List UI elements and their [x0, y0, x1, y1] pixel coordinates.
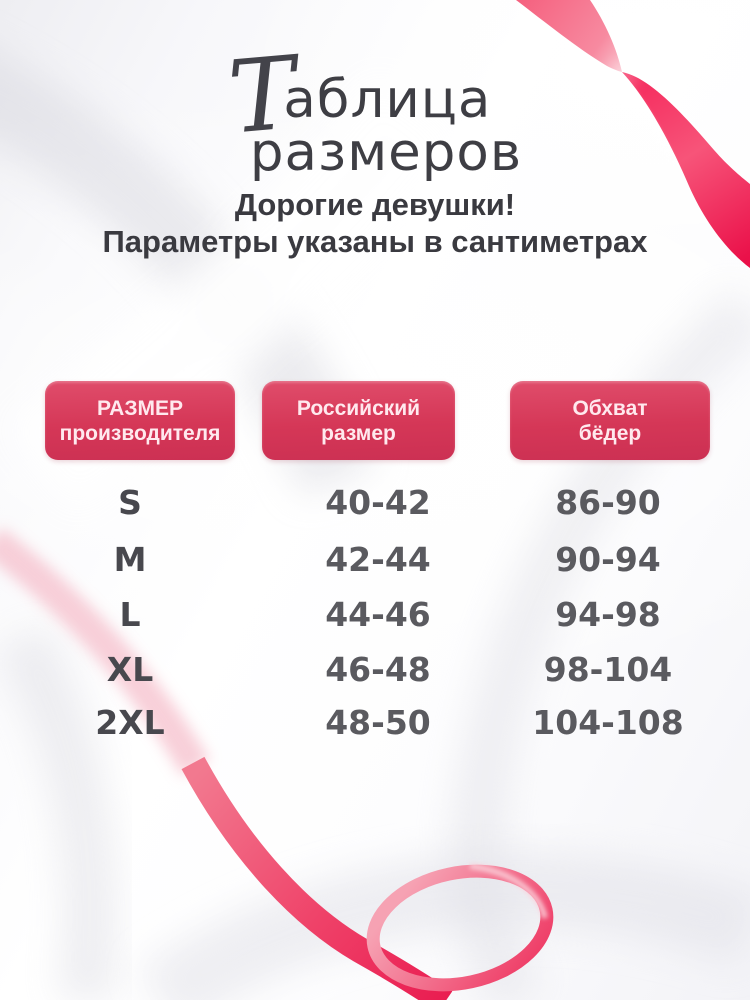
size-cell-manufacturer: 2XL [95, 703, 165, 742]
size-cell-hips: 104-108 [532, 703, 684, 742]
table-row-s: S 40-42 86-90 [0, 475, 750, 530]
table-row-l: L 44-46 94-98 [0, 587, 750, 642]
column-header-manufacturer-size: РАЗМЕР производителя [45, 381, 235, 460]
title-line-1: Таблица [0, 34, 720, 157]
size-cell-manufacturer: L [119, 595, 141, 634]
size-cell-manufacturer: S [118, 483, 142, 522]
size-cell-hips: 98-104 [543, 650, 673, 689]
size-cell-manufacturer: XL [106, 650, 154, 689]
size-cell-hips: 86-90 [555, 483, 661, 522]
title-line-1-rest: аблица [283, 69, 492, 130]
size-cell-manufacturer: M [113, 540, 147, 579]
title-block: Таблица размеров [0, 34, 750, 183]
size-cell-russian: 42-44 [325, 540, 431, 579]
size-cell-russian: 46-48 [325, 650, 431, 689]
title-initial-swash: Т [223, 34, 297, 157]
table-row-xl: XL 46-48 98-104 [0, 642, 750, 697]
column-header-hip-girth: Обхват бёдер [510, 381, 710, 460]
size-cell-hips: 90-94 [555, 540, 661, 579]
title-line-2: размеров [249, 122, 523, 183]
page-title: Таблица размеров [0, 34, 720, 183]
subtitle: Дорогие девушки! Параметры указаны в сан… [0, 186, 750, 260]
size-cell-russian: 40-42 [325, 483, 431, 522]
subtitle-line-1: Дорогие девушки! [234, 187, 516, 222]
size-cell-russian: 48-50 [325, 703, 431, 742]
column-header-russian-size: Российский размер [262, 381, 455, 460]
size-cell-hips: 94-98 [555, 595, 661, 634]
table-row-2xl: 2XL 48-50 104-108 [0, 695, 750, 750]
table-row-m: M 42-44 90-94 [0, 532, 750, 587]
subtitle-line-2: Параметры указаны в сантиметрах [102, 224, 648, 259]
size-cell-russian: 44-46 [325, 595, 431, 634]
